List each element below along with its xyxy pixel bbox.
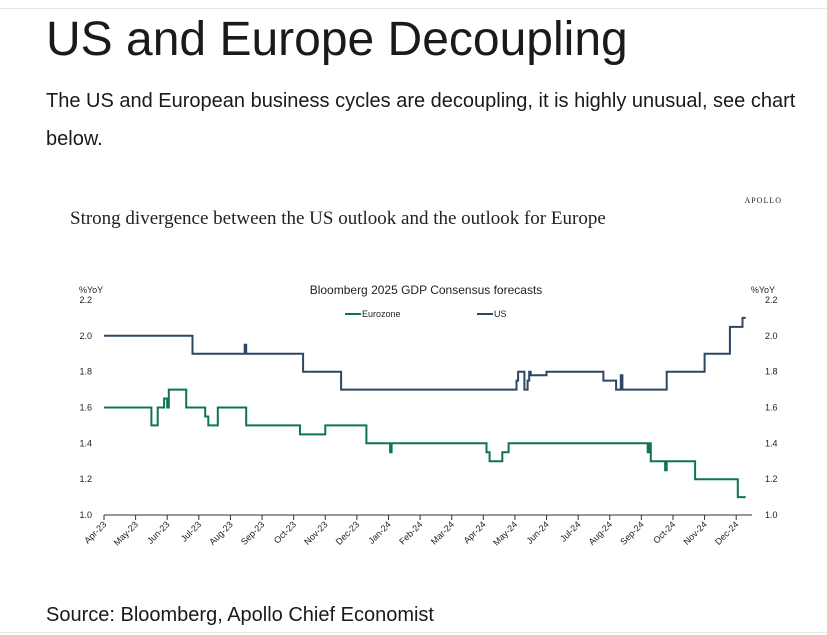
intro-paragraph: The US and European business cycles are … [46, 90, 796, 150]
x-tick-label: May-24 [491, 519, 519, 547]
legend-label-eurozone: Eurozone [362, 309, 401, 319]
x-tick-label: Sep-23 [239, 519, 267, 547]
y-axis-label-right: %YoY [751, 285, 775, 295]
top-divider [0, 8, 827, 9]
y-tick-label-left: 1.6 [79, 403, 92, 413]
y-tick-label-left: 1.2 [79, 474, 92, 484]
x-tick-label: Jun-23 [145, 519, 172, 546]
apollo-logo: APOLLO [744, 196, 782, 205]
x-tick-label: Aug-23 [207, 519, 235, 547]
y-tick-label-left: 1.0 [79, 510, 92, 520]
x-tick-label: Aug-24 [587, 519, 615, 547]
gdp-forecast-chart: Bloomberg 2025 GDP Consensus forecasts %Y… [79, 283, 778, 548]
y-tick-label-right: 1.2 [765, 474, 778, 484]
x-tick-label: Mar-24 [429, 519, 456, 546]
x-tick-label: Jul-23 [179, 519, 203, 543]
x-tick-label: Oct-24 [651, 519, 677, 545]
x-tick-label: Jun-24 [524, 519, 551, 546]
x-tick-label: Dec-24 [713, 519, 741, 547]
figure-heading: Strong divergence between the US outlook… [70, 208, 606, 229]
y-tick-label-right: 1.6 [765, 403, 778, 413]
x-tick-label: Apr-24 [462, 519, 488, 545]
page-title: US and Europe Decoupling [46, 13, 628, 66]
y-axis-label-left: %YoY [79, 285, 103, 295]
legend-label-us: US [494, 309, 507, 319]
x-tick-label: Oct-23 [272, 519, 298, 545]
y-tick-label-right: 1.0 [765, 510, 778, 520]
source-note: Source: Bloomberg, Apollo Chief Economis… [46, 604, 434, 626]
series-line-us [104, 316, 746, 391]
y-tick-label-left: 1.8 [79, 367, 92, 377]
x-tick-label: Feb-24 [397, 519, 424, 546]
bottom-divider [0, 632, 827, 633]
y-tick-label-right: 1.8 [765, 367, 778, 377]
series-line-eurozone [104, 388, 746, 499]
x-tick-label: Dec-23 [334, 519, 362, 547]
x-tick-label: Sep-24 [618, 519, 646, 547]
figure: APOLLO Strong divergence between the US … [62, 188, 792, 568]
y-tick-label-left: 2.2 [79, 295, 92, 305]
x-tick-label: Jan-24 [366, 519, 393, 546]
y-tick-label-right: 2.0 [765, 331, 778, 341]
y-tick-label-left: 1.4 [79, 438, 92, 448]
y-tick-label-left: 2.0 [79, 331, 92, 341]
y-tick-label-right: 2.2 [765, 295, 778, 305]
y-tick-label-right: 1.4 [765, 438, 778, 448]
x-tick-label: Apr-23 [82, 519, 108, 545]
x-tick-label: Jul-24 [558, 519, 582, 543]
x-tick-label: Nov-24 [681, 519, 709, 547]
chart-title: Bloomberg 2025 GDP Consensus forecasts [310, 283, 543, 297]
x-tick-label: Nov-23 [302, 519, 330, 547]
x-tick-label: May-23 [112, 519, 140, 547]
